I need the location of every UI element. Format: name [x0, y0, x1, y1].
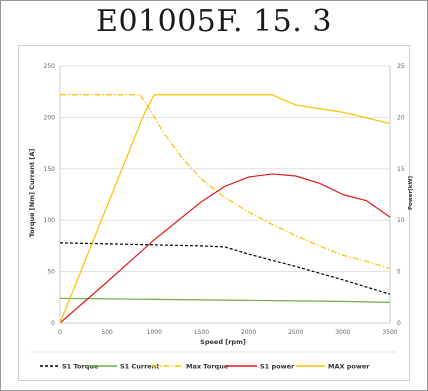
legend-label-max-torque: Max Torque [186, 363, 229, 371]
grid-layer [60, 65, 390, 273]
y-right-axis-label: Power[kW] [408, 175, 414, 210]
y-left-tick-label: 200 [44, 114, 56, 121]
y-right-tick-label: 20 [397, 114, 405, 121]
plot-area-border [18, 45, 410, 381]
series-line-max-power [59, 94, 391, 324]
legend: S1 Torque S1 Current Max Torque S1 power MAX… [40, 363, 370, 371]
y-left-tick-label: 100 [44, 217, 56, 224]
series-layer [59, 94, 391, 324]
y-right-tick-label: 5 [397, 269, 401, 276]
legend-label-s1-torque: S1 Torque [62, 363, 99, 371]
x-tick-label: 2000 [241, 329, 256, 336]
series-line-s1-power [59, 173, 391, 324]
legend-label-max-power: MAX power [328, 363, 370, 371]
x-tick-label: 1500 [194, 329, 209, 336]
x-tick-label: 500 [101, 329, 113, 336]
x-tick-label: 2500 [288, 329, 303, 336]
y-right-tick-label: 0 [397, 320, 401, 327]
series-line-s1-current [59, 297, 391, 304]
series-line-s1-torque [59, 242, 391, 295]
chart-title: E01005F. 15. 3 [96, 4, 332, 39]
x-tick-label: 1000 [147, 329, 162, 336]
legend-label-s1-power: S1 power [260, 363, 295, 371]
x-axis-label: Speed [rpm] [200, 338, 246, 346]
y-left-tick-label: 0 [51, 320, 55, 327]
series-line-max-torque [60, 94, 391, 270]
y-left-axis-label: Torque [Nm] Current [A] [28, 149, 36, 238]
y-left-tick-label: 250 [44, 63, 56, 70]
x-tick-label: 0 [58, 329, 62, 336]
y-right-tick-label: 10 [397, 217, 405, 224]
legend-label-s1-current: S1 Current [120, 363, 159, 371]
y-left-tick-label: 150 [44, 166, 56, 173]
x-tick-label: 3000 [335, 329, 350, 336]
y-right-tick-label: 25 [397, 63, 405, 70]
x-tick-label: 3500 [382, 329, 397, 336]
y-left-tick-label: 50 [47, 269, 55, 276]
y-right-tick-label: 15 [397, 166, 405, 173]
